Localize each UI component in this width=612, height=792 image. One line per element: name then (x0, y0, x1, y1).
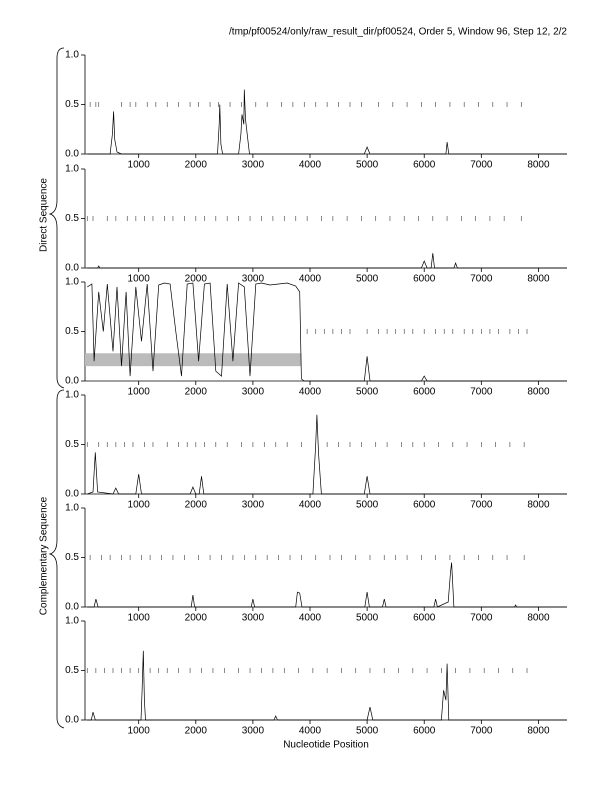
x-tick-label: 5000 (356, 274, 379, 285)
x-tick-label: 1000 (128, 726, 151, 737)
x-tick-label: 1000 (128, 160, 151, 171)
y-tick-label: 0.0 (65, 715, 79, 726)
group-brace (48, 47, 65, 389)
x-tick-label: 1000 (128, 500, 151, 511)
x-tick-label: 7000 (470, 726, 493, 737)
x-axis-label: Nucleotide Position (283, 740, 369, 751)
x-tick-label: 2000 (185, 500, 208, 511)
x-tick-label: 5000 (356, 500, 379, 511)
x-tick-label: 6000 (413, 387, 436, 398)
group-label: Direct Sequence (39, 178, 50, 252)
x-tick-label: 3000 (242, 613, 265, 624)
x-tick-label: 2000 (185, 160, 208, 171)
x-tick-label: 6000 (413, 274, 436, 285)
x-tick-label: 8000 (527, 500, 550, 511)
x-tick-label: 4000 (299, 613, 322, 624)
x-tick-label: 3000 (242, 160, 265, 171)
x-tick-label: 2000 (185, 613, 208, 624)
x-tick-label: 8000 (527, 160, 550, 171)
x-tick-label: 5000 (356, 613, 379, 624)
x-tick-label: 7000 (470, 500, 493, 511)
y-tick-label: 1.0 (65, 390, 79, 401)
y-tick-label: 0.0 (65, 376, 79, 387)
x-tick-label: 4000 (299, 274, 322, 285)
data-line (87, 282, 567, 382)
x-tick-label: 8000 (527, 726, 550, 737)
y-tick-label: 0.0 (65, 489, 79, 500)
y-tick-label: 1.0 (65, 503, 79, 514)
x-tick-label: 6000 (413, 613, 436, 624)
x-tick-label: 7000 (470, 274, 493, 285)
data-line (87, 650, 567, 721)
x-tick-label: 2000 (185, 726, 208, 737)
y-tick-label: 1.0 (65, 616, 79, 627)
x-tick-label: 1000 (128, 387, 151, 398)
x-tick-label: 5000 (356, 387, 379, 398)
x-tick-label: 2000 (185, 274, 208, 285)
x-tick-label: 6000 (413, 500, 436, 511)
highlight-band (85, 353, 302, 367)
data-line (87, 89, 567, 155)
y-tick-label: 0.5 (65, 552, 79, 563)
header-title: /tmp/pf00524/only/raw_result_dir/pf00524… (229, 27, 567, 38)
x-tick-label: 3000 (242, 387, 265, 398)
x-tick-label: 4000 (299, 726, 322, 737)
x-tick-label: 7000 (470, 160, 493, 171)
y-tick-label: 0.0 (65, 263, 79, 274)
y-tick-label: 1.0 (65, 50, 79, 61)
x-tick-label: 7000 (470, 613, 493, 624)
y-tick-label: 0.5 (65, 99, 79, 110)
data-line (87, 414, 567, 495)
y-tick-label: 0.5 (65, 665, 79, 676)
y-tick-label: 0.0 (65, 149, 79, 160)
data-line (87, 562, 567, 608)
data-line (87, 253, 567, 269)
y-tick-label: 0.5 (65, 213, 79, 224)
x-tick-label: 7000 (470, 387, 493, 398)
x-tick-label: 1000 (128, 274, 151, 285)
y-tick-label: 0.5 (65, 439, 79, 450)
group-brace (48, 389, 65, 729)
x-tick-label: 2000 (185, 387, 208, 398)
x-tick-label: 3000 (242, 274, 265, 285)
x-tick-label: 8000 (527, 387, 550, 398)
x-tick-label: 8000 (527, 613, 550, 624)
x-tick-label: 5000 (356, 726, 379, 737)
x-tick-label: 3000 (242, 500, 265, 511)
x-tick-label: 5000 (356, 160, 379, 171)
x-tick-label: 4000 (299, 500, 322, 511)
y-tick-label: 1.0 (65, 164, 79, 175)
y-tick-label: 0.5 (65, 326, 79, 337)
x-tick-label: 1000 (128, 613, 151, 624)
x-tick-label: 6000 (413, 160, 436, 171)
x-tick-label: 4000 (299, 160, 322, 171)
x-tick-label: 6000 (413, 726, 436, 737)
x-tick-label: 4000 (299, 387, 322, 398)
x-tick-label: 8000 (527, 274, 550, 285)
y-tick-label: 1.0 (65, 277, 79, 288)
group-label: Complementary Sequence (39, 496, 50, 615)
x-tick-label: 3000 (242, 726, 265, 737)
y-tick-label: 0.0 (65, 602, 79, 613)
